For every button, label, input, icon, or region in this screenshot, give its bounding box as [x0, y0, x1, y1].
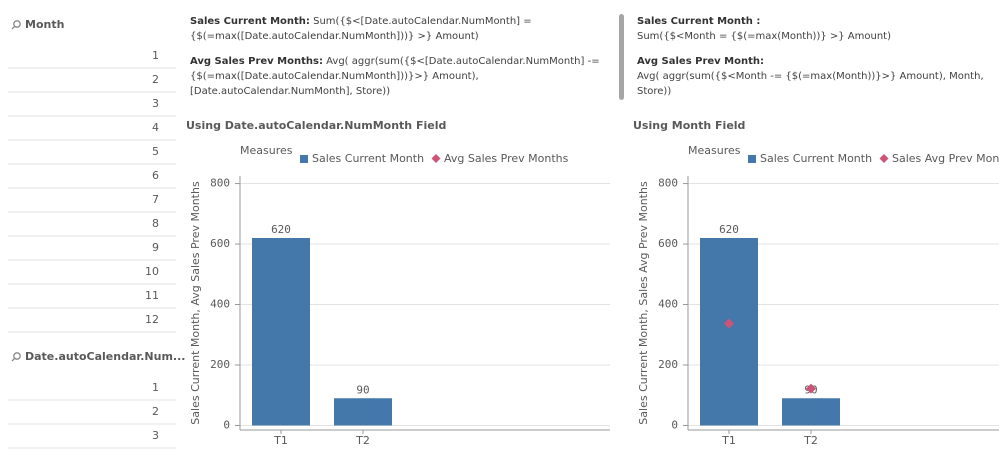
chart-title: Using Date.autoCalendar.NumMonth Field — [186, 119, 446, 132]
legend-title: Measures — [688, 144, 741, 157]
scrollbar[interactable] — [619, 14, 624, 100]
chart-title: Using Month Field — [633, 119, 745, 132]
x-tick-label: T1 — [721, 434, 736, 447]
legend-label: Sales Current Month — [760, 152, 872, 165]
expression-text: Avg( aggr(sum({$<Month -= {$(=max(Month)… — [637, 71, 984, 97]
search-icon — [13, 20, 21, 28]
y-tick-label: 200 — [658, 358, 678, 371]
value-label: 620 — [271, 223, 291, 236]
filter-item: 3 — [152, 429, 159, 442]
x-tick-label: T2 — [355, 434, 370, 447]
expression-text: Sum({$<Month = {$(=max(Month))} >} Amoun… — [637, 31, 892, 42]
filter-item: 3 — [152, 97, 159, 110]
expression-text: Sum({$<[Date.autoCalendar.NumMonth] = {$… — [190, 16, 532, 42]
expression: Sales Current Month: Sum({$<[Date.autoCa… — [190, 14, 600, 44]
filter-item: 11 — [145, 289, 159, 302]
filter-item: 8 — [152, 217, 159, 230]
filter-item: 6 — [152, 169, 159, 182]
filter-item: 2 — [152, 73, 159, 86]
y-axis-label: Sales Current Month, Sales Avg Prev Mont… — [637, 181, 650, 425]
filter-item: 5 — [152, 145, 159, 158]
value-label: 620 — [719, 223, 739, 236]
search-icon — [11, 357, 16, 362]
filter-item: 4 — [152, 121, 159, 134]
bar — [252, 237, 310, 426]
diamond-marker — [806, 383, 816, 394]
bar — [700, 237, 758, 426]
y-tick-label: 200 — [210, 358, 230, 371]
y-axis-label: Sales Current Month, Avg Sales Prev Mont… — [189, 181, 202, 425]
expression: Avg Sales Prev Months: Avg( aggr(sum({$<… — [190, 54, 600, 99]
expression-heading: Avg Sales Prev Month: — [637, 56, 765, 67]
filter-item: 2 — [152, 405, 159, 418]
legend-swatch — [879, 154, 889, 163]
text-box: Sales Current Month: Sum({$<[Date.autoCa… — [190, 14, 600, 117]
filter-item: 9 — [152, 241, 159, 254]
legend-swatch — [431, 154, 441, 163]
y-tick-label: 400 — [210, 298, 230, 311]
bar — [782, 398, 840, 426]
y-tick-label: 0 — [223, 418, 230, 431]
search-icon — [11, 25, 16, 30]
expression: Avg Sales Prev Month: Avg( aggr(sum({$<Mo… — [637, 54, 997, 99]
expression-text: Avg( aggr(sum({$<[Date.autoCalendar.NumM… — [190, 56, 600, 97]
legend-swatch — [748, 155, 756, 163]
text-box: Sales Current Month : Sum({$<Month = {$(=… — [637, 14, 997, 117]
y-tick-label: 600 — [658, 237, 678, 250]
y-tick-label: 600 — [210, 237, 230, 250]
legend-label: Sales Current Month — [312, 152, 424, 165]
legend-label: Avg Sales Prev Months — [444, 152, 569, 165]
filter-item: 1 — [152, 381, 159, 394]
legend-title: Measures — [240, 144, 293, 157]
y-tick-label: 800 — [658, 177, 678, 190]
value-label: 90 — [356, 383, 369, 396]
bar — [334, 398, 392, 426]
y-tick-label: 400 — [658, 298, 678, 311]
filter-item: 1 — [152, 49, 159, 62]
filter-title: Date.autoCalendar.Num... — [25, 350, 185, 363]
y-tick-label: 0 — [671, 418, 678, 431]
x-tick-label: T1 — [273, 434, 288, 447]
legend-label: Sales Avg Prev Months — [892, 152, 999, 165]
y-tick-label: 800 — [210, 177, 230, 190]
filter-item: 10 — [145, 265, 159, 278]
diamond-marker — [724, 318, 734, 329]
filter-item: 12 — [145, 313, 159, 326]
filter-item: 7 — [152, 193, 159, 206]
search-icon — [13, 352, 21, 360]
legend-swatch — [300, 155, 308, 163]
x-tick-label: T2 — [803, 434, 818, 447]
expression-heading: Sales Current Month: — [190, 16, 310, 27]
expression-heading: Sales Current Month : — [637, 16, 761, 27]
filter-title: Month — [25, 18, 64, 31]
expression: Sales Current Month : Sum({$<Month = {$(=… — [637, 14, 997, 44]
expression-heading: Avg Sales Prev Months: — [190, 56, 323, 67]
